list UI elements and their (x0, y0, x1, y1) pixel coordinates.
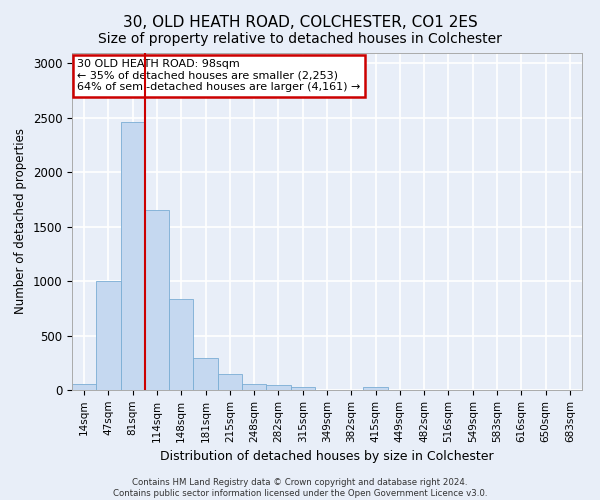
Bar (193, 358, 218, 390)
Bar (218, 374, 242, 390)
Bar (169, 298, 193, 390)
Bar (290, 386, 315, 390)
Bar (266, 385, 290, 390)
Bar (121, 122, 145, 390)
X-axis label: Distribution of detached houses by size in Colchester: Distribution of detached houses by size … (160, 450, 494, 463)
Text: Size of property relative to detached houses in Colchester: Size of property relative to detached ho… (98, 32, 502, 46)
Text: 30, OLD HEATH ROAD, COLCHESTER, CO1 2ES: 30, OLD HEATH ROAD, COLCHESTER, CO1 2ES (122, 15, 478, 30)
Text: 30 OLD HEATH ROAD: 98sqm
← 35% of detached houses are smaller (2,253)
64% of sem: 30 OLD HEATH ROAD: 98sqm ← 35% of detach… (77, 59, 361, 92)
Bar (96, 281, 121, 390)
Text: Contains HM Land Registry data © Crown copyright and database right 2024.
Contai: Contains HM Land Registry data © Crown c… (113, 478, 487, 498)
Bar (72, 384, 96, 390)
Bar (364, 386, 388, 390)
Y-axis label: Number of detached properties: Number of detached properties (14, 128, 27, 314)
Bar (242, 384, 266, 390)
Bar (145, 210, 169, 390)
